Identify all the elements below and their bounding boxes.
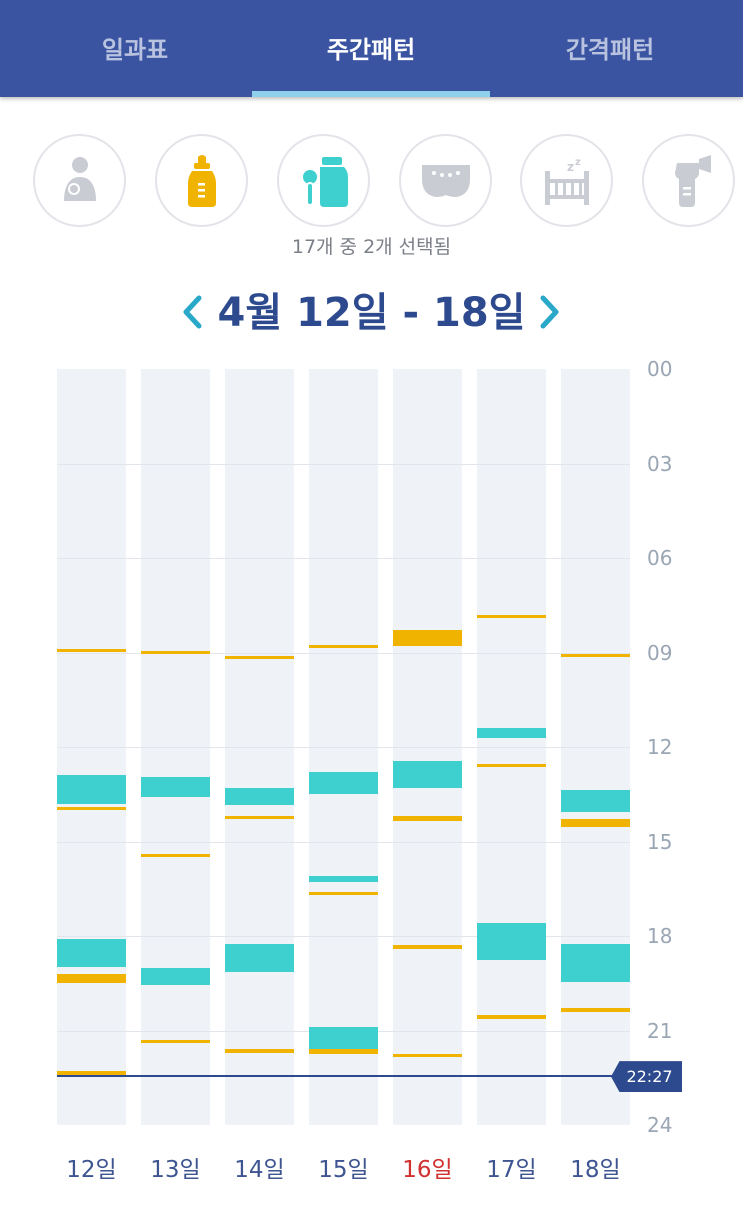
filter-baby-food[interactable] [277, 134, 370, 227]
gridline [57, 936, 630, 937]
bottle-event-mark[interactable] [141, 650, 210, 655]
day-label: 14일 [234, 1157, 285, 1183]
food-event-mark[interactable] [141, 967, 210, 985]
day-label: 17일 [486, 1157, 537, 1183]
bottle-event-mark[interactable] [393, 1054, 462, 1058]
food-event-mark[interactable] [141, 776, 210, 798]
y-tick-label: 09 [647, 640, 673, 665]
chevron-right-icon [540, 295, 559, 329]
food-event-mark[interactable] [393, 761, 462, 788]
day-label: 15일 [318, 1157, 369, 1183]
bottle-event-mark[interactable] [561, 1008, 630, 1012]
bottle-event-mark[interactable] [393, 945, 462, 949]
selection-count: 17개 중 2개 선택됨 [291, 236, 452, 258]
bottle-event-mark[interactable] [393, 816, 462, 822]
y-tick-label: 00 [647, 357, 673, 381]
bottle-event-mark[interactable] [141, 1039, 210, 1044]
bottle-event-mark[interactable] [57, 973, 126, 984]
gridline [57, 842, 630, 843]
chevron-left-icon [183, 295, 202, 329]
week-range-title: 4월 12일 - 18일 [217, 290, 526, 336]
food-event-mark[interactable] [225, 787, 294, 806]
bottle-event-mark[interactable] [477, 764, 546, 768]
day-label: 16일 [402, 1157, 453, 1183]
gridline [57, 747, 630, 748]
baby-food-icon [300, 156, 348, 207]
y-tick-label: 15 [647, 829, 673, 854]
gridline [57, 653, 630, 654]
filter-diaper[interactable] [399, 134, 492, 227]
bottle-event-mark[interactable] [57, 806, 126, 810]
next-week-button[interactable] [530, 290, 570, 334]
svg-text:z: z [575, 157, 581, 168]
y-tick-label: 18 [647, 924, 673, 948]
bottle-event-mark[interactable] [309, 644, 378, 648]
bottle-event-mark[interactable] [57, 649, 126, 653]
food-event-mark[interactable] [309, 1027, 378, 1050]
food-event-mark[interactable] [477, 728, 546, 738]
week-navigator: 4월 12일 - 18일 [0, 282, 743, 344]
bottle-event-mark[interactable] [561, 819, 630, 828]
diaper-icon [421, 164, 470, 197]
filter-breast-pump[interactable] [642, 134, 735, 227]
day-label: 13일 [150, 1157, 201, 1183]
bottle-event-mark[interactable] [477, 614, 546, 618]
bottle-event-mark[interactable] [393, 630, 462, 647]
food-event-mark[interactable] [57, 939, 126, 968]
filter-sleep[interactable]: z z [520, 134, 613, 227]
breast-pump-icon [674, 154, 711, 207]
y-tick-label: 24 [647, 1113, 673, 1137]
breastfeeding-icon [63, 156, 96, 201]
svg-text:z: z [567, 160, 574, 174]
bottle-event-mark[interactable] [309, 891, 378, 896]
bottle-event-mark[interactable] [141, 854, 210, 858]
prev-week-button[interactable] [172, 290, 212, 334]
tab-bar: 일과표 주간패턴 간격패턴 [0, 0, 743, 97]
current-time-line [57, 1075, 617, 1078]
filter-breastfeeding[interactable] [33, 134, 126, 227]
bottle-event-mark[interactable] [309, 1049, 378, 1055]
bottle-event-mark[interactable] [57, 1071, 126, 1075]
bottle-event-mark[interactable] [561, 654, 630, 658]
day-label: 18일 [570, 1157, 621, 1183]
food-event-mark[interactable] [309, 876, 378, 883]
y-tick-label: 06 [647, 546, 673, 570]
gridline [57, 558, 630, 559]
tab-schedule[interactable]: 일과표 [101, 36, 169, 64]
tab-interval-pattern[interactable]: 간격패턴 [565, 36, 655, 64]
food-event-mark[interactable] [225, 943, 294, 973]
bottle-event-mark[interactable] [477, 1014, 546, 1020]
active-tab-indicator [252, 91, 490, 97]
filter-bottle[interactable] [155, 134, 248, 227]
bottle-event-mark[interactable] [225, 1049, 294, 1053]
food-event-mark[interactable] [561, 789, 630, 812]
bottle-event-mark[interactable] [225, 816, 294, 820]
food-event-mark[interactable] [561, 943, 630, 982]
y-tick-label: 21 [647, 1018, 673, 1043]
tab-weekly-pattern[interactable]: 주간패턴 [326, 36, 416, 64]
food-event-mark[interactable] [57, 775, 126, 804]
y-tick-label: 03 [647, 451, 673, 476]
current-time-badge: 22:27 [611, 1061, 682, 1093]
gridline [57, 464, 630, 465]
food-event-mark[interactable] [477, 923, 546, 960]
crib-sleep-icon: z z [544, 157, 589, 205]
food-event-mark[interactable] [309, 772, 378, 795]
day-label: 12일 [66, 1157, 117, 1183]
y-tick-label: 12 [647, 735, 673, 759]
bottle-event-mark[interactable] [225, 655, 294, 659]
baby-bottle-icon [187, 154, 216, 207]
